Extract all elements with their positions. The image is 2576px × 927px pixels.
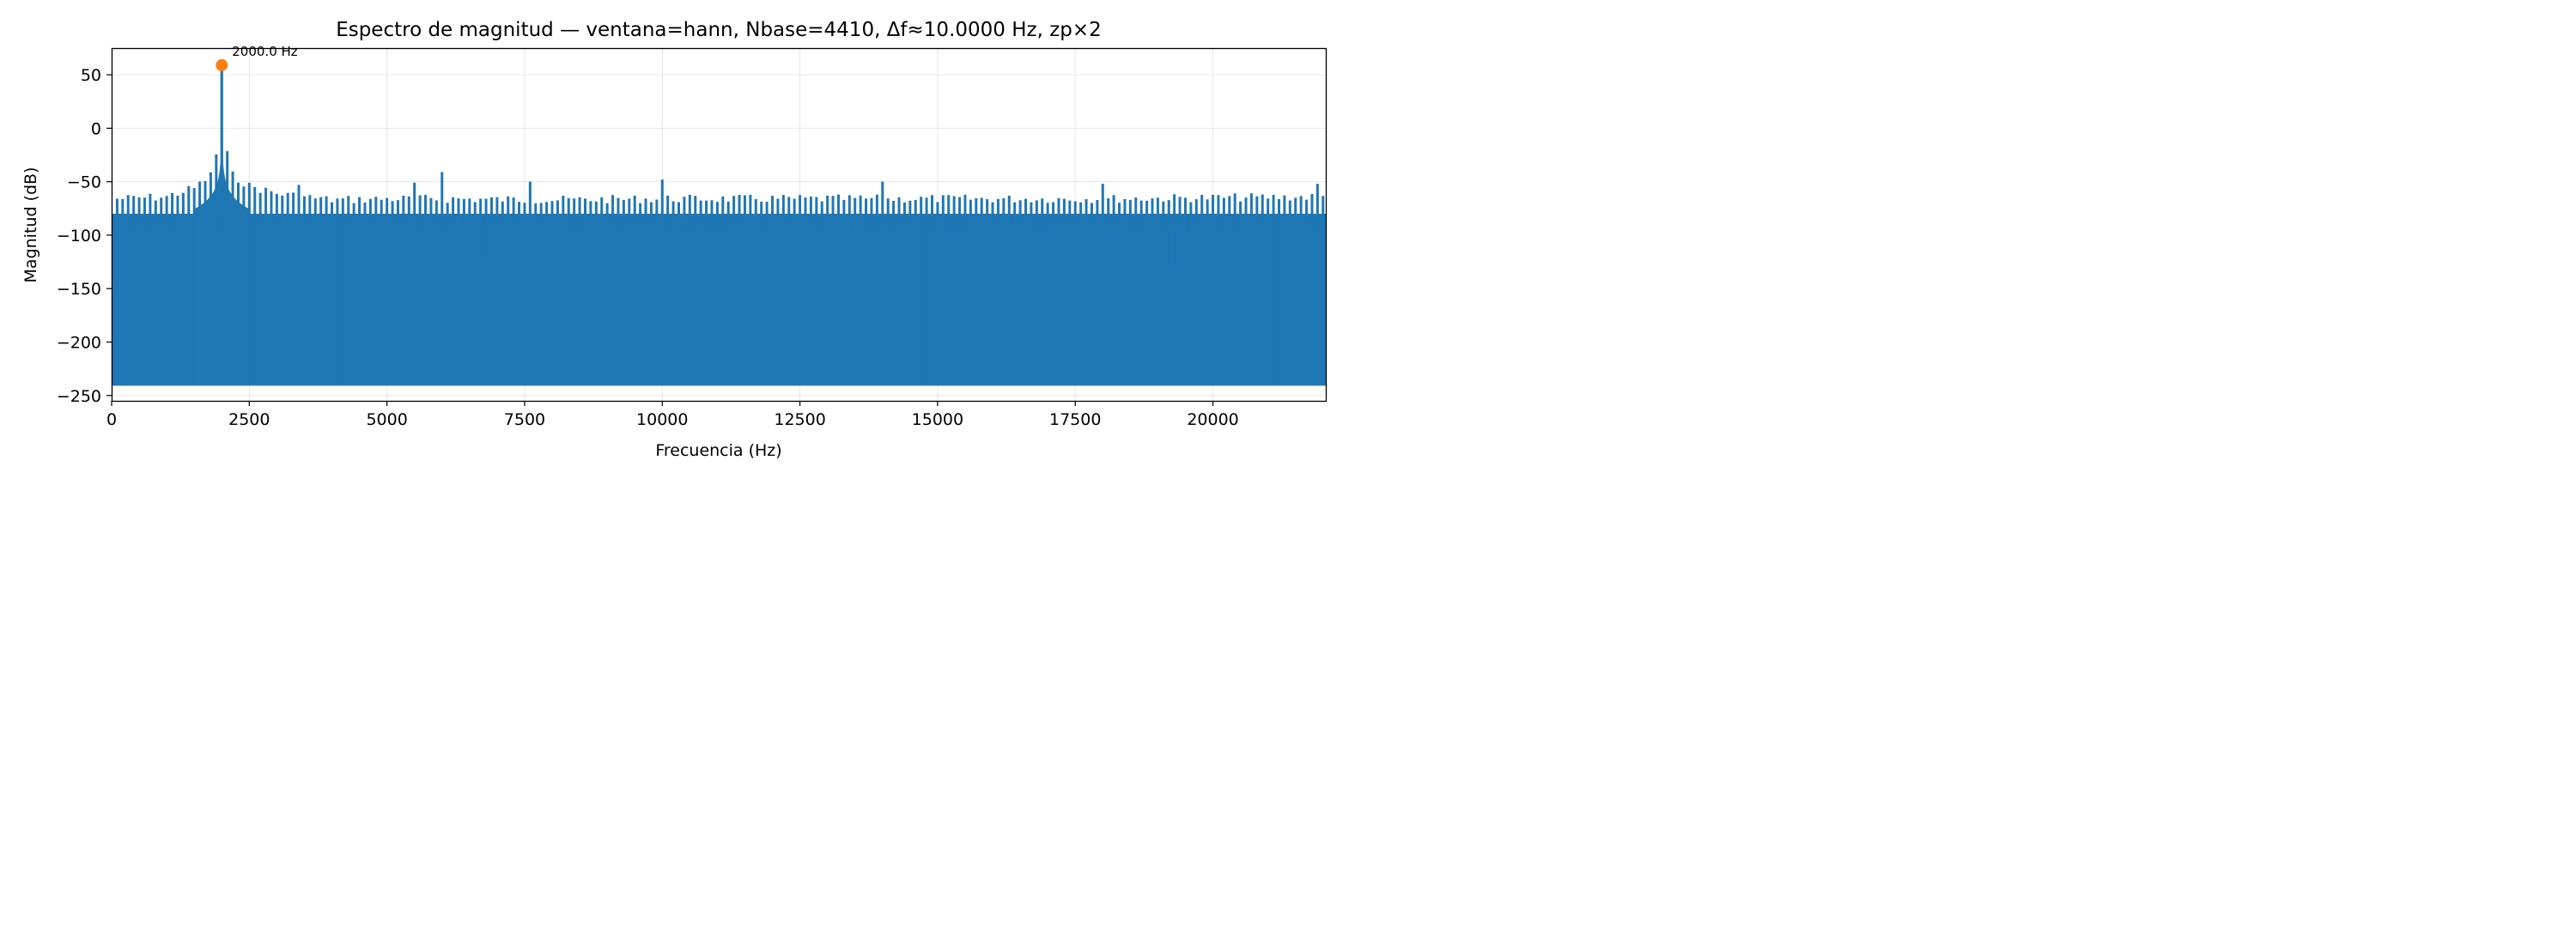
peak-marker — [216, 58, 228, 71]
y-tick-label: −150 — [57, 280, 101, 299]
spectrum-body — [112, 214, 1326, 385]
x-tick-label: 15000 — [912, 410, 963, 429]
plot-series — [112, 64, 1327, 386]
noise-tips — [118, 214, 1327, 235]
y-axis-label: Magnitud (dB) — [21, 167, 40, 283]
y-tick-label: −200 — [57, 334, 101, 353]
peak-marker-group: 2000.0 Hz — [216, 44, 298, 71]
chart-title: Espectro de magnitud — ventana=hann, Nba… — [336, 19, 1102, 41]
plot-frame — [111, 47, 1327, 403]
x-tick-label: 10000 — [636, 410, 688, 429]
x-tick-label: 7500 — [504, 410, 545, 429]
y-tick-label: −250 — [57, 387, 101, 406]
x-axis-label: Frecuencia (Hz) — [655, 441, 781, 460]
peak-annotation: 2000.0 Hz — [232, 44, 298, 59]
y-tick-label: −100 — [57, 227, 101, 245]
x-tick-label: 17500 — [1049, 410, 1101, 429]
y-axis-ticks: 50 0 −50 −100 −150 −200 −250 — [57, 66, 112, 406]
spectrum-chart: Espectro de magnitud — ventana=hann, Nba… — [0, 0, 1342, 483]
x-tick-label: 2500 — [228, 410, 270, 429]
y-tick-label: −50 — [67, 173, 101, 192]
x-tick-label: 20000 — [1187, 410, 1238, 429]
x-tick-label: 12500 — [774, 410, 825, 429]
y-tick-label: 50 — [81, 66, 101, 85]
y-tick-label: 0 — [91, 119, 101, 138]
x-tick-label: 5000 — [366, 410, 407, 429]
x-axis-ticks: 0 2500 5000 7500 10000 12500 15000 17500 20000 — [106, 401, 1239, 429]
x-tick-label: 0 — [106, 410, 117, 429]
